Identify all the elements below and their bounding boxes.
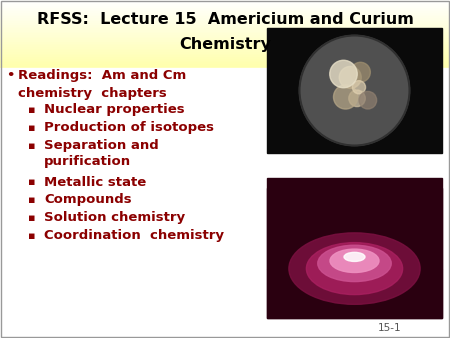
Bar bbox=[0, 34, 450, 36]
Bar bbox=[0, 7, 450, 8]
Text: Nuclear properties: Nuclear properties bbox=[44, 103, 184, 117]
Bar bbox=[0, 41, 450, 43]
Ellipse shape bbox=[289, 233, 420, 304]
Text: 15-1: 15-1 bbox=[378, 323, 402, 333]
Circle shape bbox=[349, 90, 365, 106]
Bar bbox=[0, 38, 450, 39]
Bar bbox=[0, 8, 450, 10]
Bar bbox=[0, 17, 450, 19]
Bar bbox=[0, 15, 450, 17]
Circle shape bbox=[330, 60, 357, 88]
Circle shape bbox=[359, 91, 377, 109]
Bar bbox=[267, 188, 442, 318]
Ellipse shape bbox=[306, 243, 403, 295]
Ellipse shape bbox=[330, 249, 379, 272]
Bar bbox=[0, 5, 450, 7]
Ellipse shape bbox=[318, 245, 391, 282]
Bar bbox=[0, 53, 450, 54]
Bar bbox=[0, 0, 450, 2]
Bar bbox=[0, 65, 450, 66]
Bar bbox=[0, 3, 450, 5]
Text: Metallic state: Metallic state bbox=[44, 175, 146, 189]
Circle shape bbox=[333, 85, 358, 109]
Bar bbox=[267, 28, 442, 153]
Text: ▪: ▪ bbox=[28, 213, 36, 223]
Bar bbox=[0, 2, 450, 3]
Text: Separation and: Separation and bbox=[44, 140, 159, 152]
Text: •: • bbox=[6, 70, 14, 82]
Text: Chemistry: Chemistry bbox=[179, 37, 271, 51]
Circle shape bbox=[351, 62, 370, 82]
Text: Compounds: Compounds bbox=[44, 193, 131, 207]
Bar bbox=[0, 24, 450, 25]
Bar bbox=[0, 22, 450, 24]
Bar bbox=[0, 19, 450, 20]
Bar bbox=[0, 27, 450, 29]
Text: ▪: ▪ bbox=[28, 123, 36, 133]
Bar bbox=[0, 31, 450, 32]
Text: purification: purification bbox=[44, 155, 131, 169]
Bar bbox=[0, 36, 450, 38]
Ellipse shape bbox=[289, 233, 420, 304]
Bar bbox=[0, 44, 450, 46]
Bar bbox=[0, 61, 450, 63]
Bar bbox=[0, 25, 450, 27]
Circle shape bbox=[300, 35, 410, 145]
Bar bbox=[0, 63, 450, 65]
Text: Production of isotopes: Production of isotopes bbox=[44, 121, 214, 135]
Text: chemistry  chapters: chemistry chapters bbox=[18, 87, 167, 99]
Bar bbox=[0, 51, 450, 53]
Ellipse shape bbox=[346, 253, 363, 261]
Text: ▪: ▪ bbox=[28, 195, 36, 205]
Bar bbox=[0, 29, 450, 31]
Bar bbox=[0, 59, 450, 61]
Circle shape bbox=[352, 81, 365, 94]
Text: ▪: ▪ bbox=[28, 105, 36, 115]
Text: Readings:  Am and Cm: Readings: Am and Cm bbox=[18, 70, 186, 82]
Text: ▪: ▪ bbox=[28, 177, 36, 187]
Ellipse shape bbox=[344, 252, 365, 262]
Bar bbox=[0, 68, 450, 338]
Bar bbox=[0, 58, 450, 59]
Bar bbox=[0, 10, 450, 12]
Bar bbox=[267, 269, 442, 318]
Bar bbox=[0, 66, 450, 68]
Bar bbox=[0, 48, 450, 49]
Bar bbox=[0, 12, 450, 14]
Ellipse shape bbox=[333, 250, 376, 271]
Text: Coordination  chemistry: Coordination chemistry bbox=[44, 230, 224, 242]
Bar bbox=[0, 49, 450, 51]
Bar bbox=[0, 43, 450, 44]
Bar bbox=[0, 56, 450, 58]
Bar bbox=[0, 46, 450, 48]
Bar bbox=[0, 14, 450, 15]
Text: ▪: ▪ bbox=[28, 231, 36, 241]
Circle shape bbox=[339, 67, 361, 89]
Bar bbox=[0, 39, 450, 41]
Bar bbox=[0, 32, 450, 34]
Text: RFSS:  Lecture 15  Americium and Curium: RFSS: Lecture 15 Americium and Curium bbox=[36, 13, 414, 27]
Ellipse shape bbox=[318, 245, 391, 282]
Bar bbox=[267, 177, 442, 269]
Text: Solution chemistry: Solution chemistry bbox=[44, 212, 185, 224]
Bar bbox=[0, 54, 450, 56]
Bar bbox=[0, 20, 450, 22]
Ellipse shape bbox=[306, 243, 403, 295]
Text: ▪: ▪ bbox=[28, 141, 36, 151]
